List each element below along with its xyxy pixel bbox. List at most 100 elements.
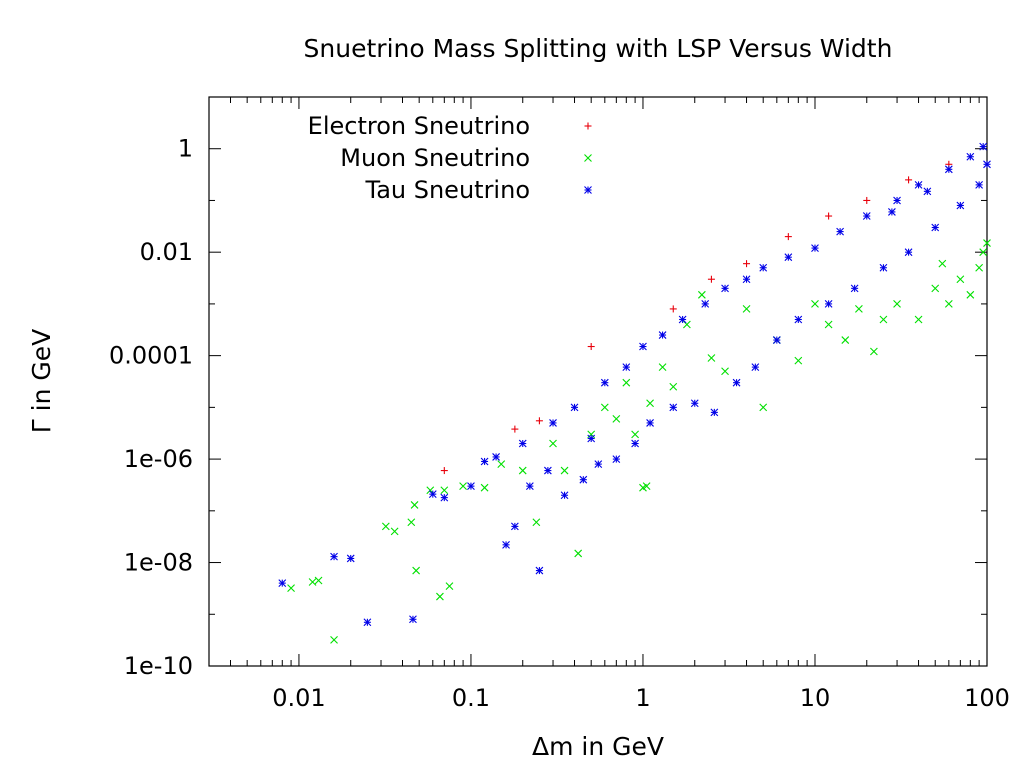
data-point [944, 165, 953, 174]
data-point [863, 196, 871, 204]
data-point [612, 414, 621, 423]
x-tick-label: 100 [964, 684, 1010, 712]
legend-marker [584, 154, 592, 162]
x-tick-label: 0.01 [272, 684, 325, 712]
data-point [631, 439, 639, 448]
data-point [518, 466, 527, 475]
data-point [440, 493, 449, 502]
data-point [535, 566, 544, 575]
data-point [979, 248, 988, 257]
data-point [862, 212, 871, 220]
data-point [966, 290, 975, 299]
data-point [587, 343, 595, 351]
data-point [543, 466, 552, 475]
data-point [893, 196, 901, 205]
data-point [923, 187, 932, 196]
data-point [710, 408, 719, 417]
data-point [824, 320, 833, 329]
data-point [658, 363, 667, 372]
data-point [811, 300, 819, 308]
data-point [390, 527, 399, 536]
data-point [642, 482, 651, 491]
data-point [938, 259, 947, 268]
data-point [363, 618, 372, 627]
data-point [975, 263, 984, 272]
x-axis: 0.01 0.1 1 10 100 [208, 97, 1010, 712]
data-point [697, 290, 706, 299]
data-point [678, 315, 687, 324]
series-electron-sneutrino [440, 160, 953, 475]
y-tick-label: 1e-06 [124, 445, 193, 473]
data-point [751, 363, 760, 372]
data-point [825, 212, 833, 220]
data-point [646, 419, 654, 427]
legend: Electron Sneutrino Muon Sneutrino Tau Sneu… [308, 112, 592, 204]
data-point [480, 483, 489, 492]
legend-marker [584, 122, 592, 130]
data-point [732, 378, 741, 387]
data-point [669, 305, 677, 313]
data-point [931, 284, 940, 293]
data-point [410, 501, 419, 509]
data-point [879, 263, 888, 272]
x-axis-label: Δm in GeV [532, 732, 664, 761]
data-point [560, 491, 569, 500]
data-point [893, 300, 901, 308]
y-tick-label: 1 [178, 135, 193, 163]
data-points [278, 142, 991, 644]
data-point [794, 356, 803, 365]
data-point [836, 227, 845, 236]
data-point [574, 549, 583, 558]
data-point [772, 336, 781, 344]
data-point [535, 417, 543, 425]
legend-label: Electron Sneutrino [308, 112, 530, 140]
data-point [888, 208, 896, 216]
data-point [855, 305, 863, 313]
data-point [646, 399, 654, 408]
data-point [525, 482, 534, 491]
data-point [314, 576, 323, 585]
data-point [511, 425, 519, 433]
data-point [560, 466, 569, 475]
data-point [532, 518, 541, 527]
legend-marker [584, 186, 592, 194]
data-point [622, 378, 631, 387]
x-tick-label: 1 [635, 684, 650, 712]
data-point [707, 275, 715, 283]
data-point [931, 223, 940, 232]
plot-area [208, 96, 988, 667]
data-point [742, 305, 751, 313]
data-point [445, 582, 454, 591]
data-point [622, 363, 631, 372]
y-axis: 1e-10 1e-08 1e-06 0.0001 0.01 1 [109, 135, 987, 680]
data-point [330, 552, 338, 561]
data-point [701, 300, 710, 308]
data-point [759, 403, 768, 412]
data-point [440, 486, 449, 495]
data-point [904, 248, 913, 257]
data-point [502, 540, 510, 549]
data-point [330, 635, 338, 644]
data-point [707, 354, 716, 362]
data-point [308, 578, 317, 586]
plot-frame [208, 96, 988, 667]
data-point [983, 239, 991, 247]
data-point [612, 455, 621, 463]
data-point [549, 439, 557, 448]
data-point [436, 592, 444, 601]
data-point [594, 460, 603, 468]
data-point [869, 347, 878, 356]
data-point [407, 518, 416, 527]
chart-title: Snuetrino Mass Splitting with LSP Versus… [304, 34, 893, 63]
data-point [570, 403, 579, 412]
data-point [510, 522, 519, 531]
data-point [428, 490, 437, 499]
data-point [549, 419, 557, 427]
y-tick-label: 0.0001 [109, 342, 193, 370]
data-point [440, 467, 448, 475]
data-point [905, 176, 913, 184]
data-point [287, 584, 295, 593]
legend-label: Tau Sneutrino [365, 176, 531, 204]
data-point [669, 403, 678, 412]
